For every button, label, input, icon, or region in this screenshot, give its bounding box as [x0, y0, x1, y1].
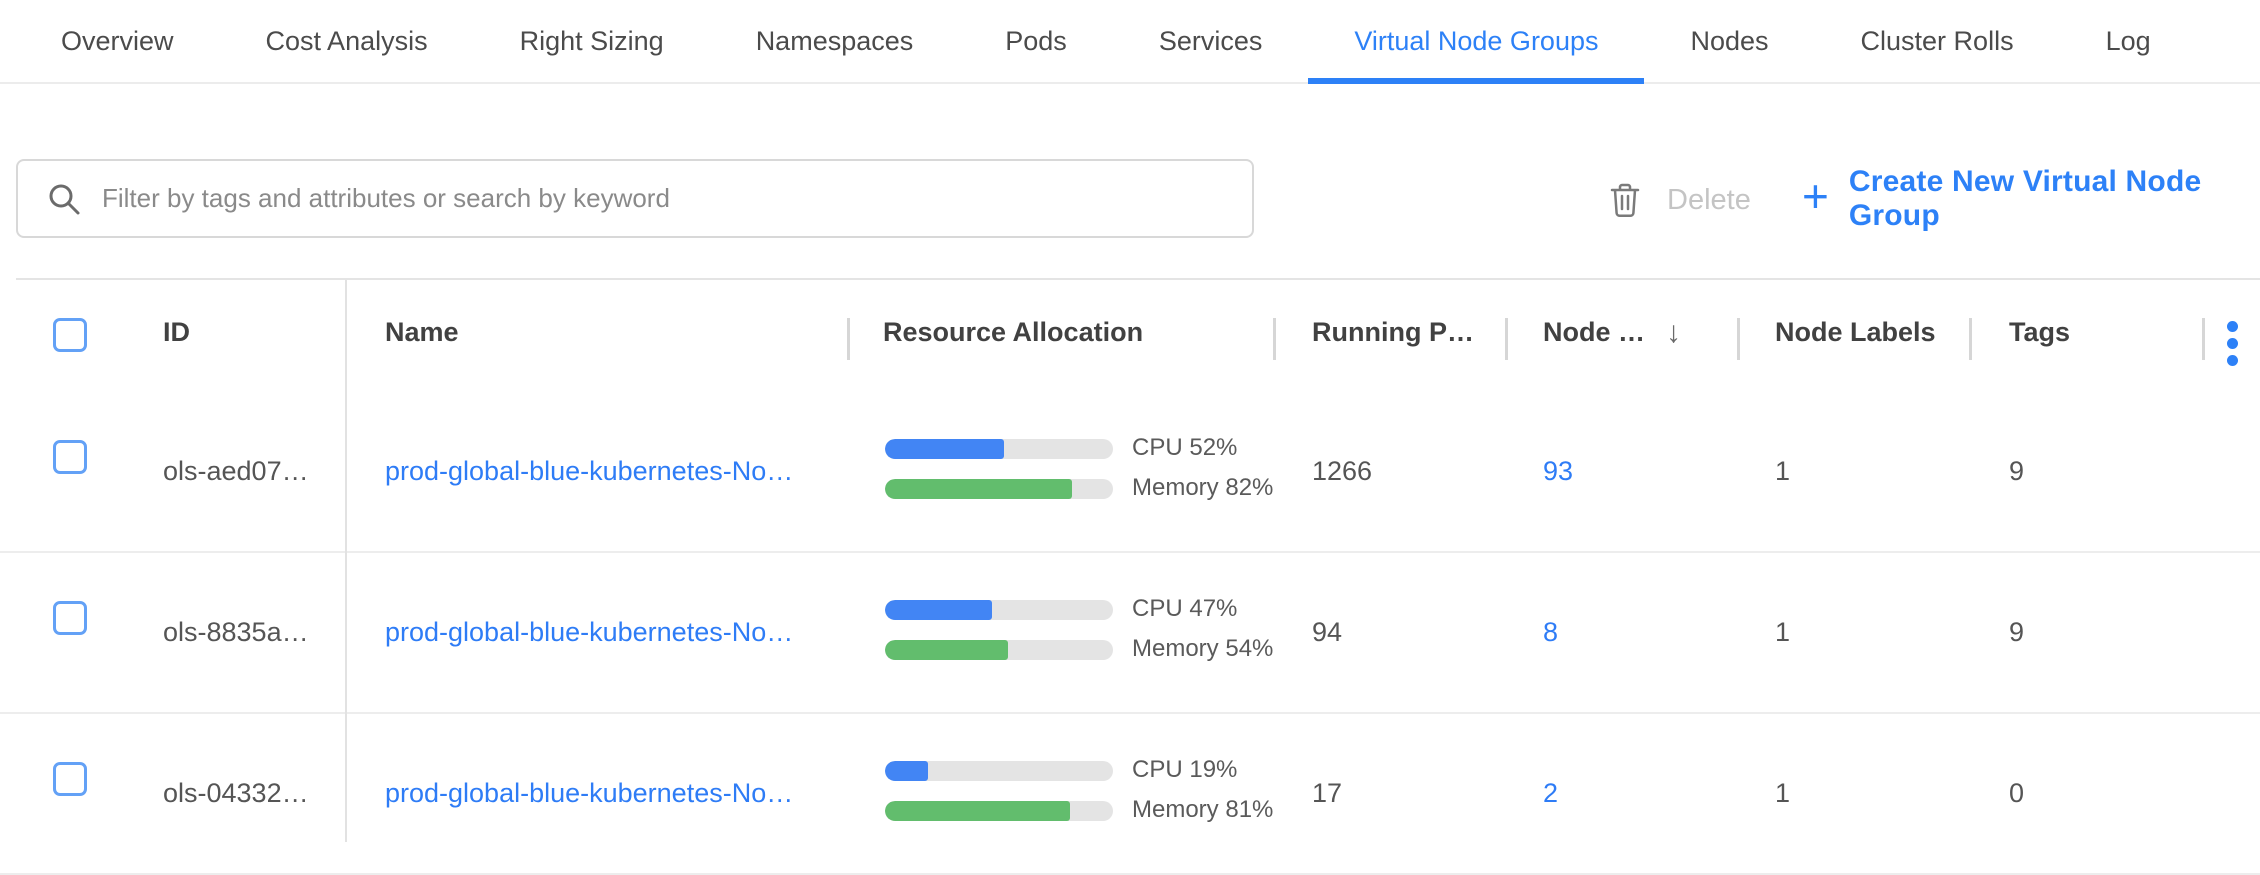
tags-count: 9 [2009, 617, 2025, 647]
tags-count: 9 [2009, 456, 2025, 486]
vng-name-link[interactable]: prod-global-blue-kubernetes-No… [385, 778, 794, 808]
search-icon [49, 184, 80, 214]
column-divider [2202, 318, 2205, 360]
create-button-label: Create New Virtual Node Group [1848, 165, 2202, 232]
table-row: ols-8835a… prod-global-blue-kubernetes-N… [0, 553, 2260, 714]
table-header-row: ID Name Resource Allocation Running P… N… [0, 280, 2260, 392]
row-checkbox[interactable] [53, 440, 87, 474]
row-checkbox[interactable] [53, 762, 87, 796]
plus-icon: + [1802, 170, 1829, 222]
cpu-usage-label: CPU 19% [1132, 756, 1238, 783]
memory-usage-label: Memory 81% [1132, 796, 1274, 823]
memory-usage-bar [885, 801, 1113, 821]
memory-usage-label: Memory 54% [1132, 635, 1274, 662]
running-pods-count: 94 [1312, 617, 1343, 647]
cpu-usage-bar [885, 439, 1113, 459]
tab-right-sizing[interactable]: Right Sizing [519, 25, 664, 56]
column-divider [1737, 318, 1740, 360]
tab-overview[interactable]: Overview [61, 25, 174, 56]
delete-button-label: Delete [1667, 183, 1751, 216]
vng-name-link[interactable]: prod-global-blue-kubernetes-No… [385, 456, 794, 486]
column-header-node-labels[interactable]: Node Labels [1775, 317, 1936, 347]
vng-id: ols-8835a… [163, 617, 309, 647]
tab-log[interactable]: Log [2105, 25, 2151, 56]
tab-cost-analysis[interactable]: Cost Analysis [265, 25, 428, 56]
vng-id: ols-aed07… [163, 456, 309, 486]
column-header-nodes[interactable]: Node … [1543, 317, 1646, 347]
tab-pods[interactable]: Pods [1005, 25, 1067, 56]
tags-count: 0 [2009, 778, 2025, 808]
column-divider [1273, 318, 1276, 360]
column-header-id[interactable]: ID [163, 317, 190, 347]
memory-usage-label: Memory 82% [1132, 474, 1274, 501]
tab-nodes[interactable]: Nodes [1690, 25, 1769, 56]
column-header-name[interactable]: Name [385, 317, 459, 347]
table-top-border [16, 278, 2260, 280]
tab-bar: Overview Cost Analysis Right Sizing Name… [0, 0, 2260, 84]
delete-button[interactable]: Delete [1609, 176, 1751, 224]
sort-descending-icon[interactable]: ↓ [1666, 316, 1681, 349]
column-divider [1505, 318, 1508, 360]
filter-input[interactable] [102, 183, 1228, 214]
row-checkbox[interactable] [53, 601, 87, 635]
node-labels-count: 1 [1775, 617, 1791, 647]
column-header-running-pods[interactable]: Running P… [1312, 317, 1474, 347]
node-labels-count: 1 [1775, 778, 1791, 808]
memory-usage-bar [885, 479, 1113, 499]
column-divider [1969, 318, 1972, 360]
cpu-usage-label: CPU 47% [1132, 595, 1238, 622]
tab-virtual-node-groups[interactable]: Virtual Node Groups [1308, 0, 1645, 84]
nodes-count-link[interactable]: 8 [1543, 617, 1559, 647]
nodes-count-link[interactable]: 2 [1543, 778, 1559, 808]
trash-icon [1610, 183, 1640, 218]
running-pods-count: 17 [1312, 778, 1343, 808]
cpu-usage-bar [885, 761, 1113, 781]
cpu-usage-label: CPU 52% [1132, 434, 1238, 461]
column-header-tags[interactable]: Tags [2009, 317, 2071, 347]
create-new-virtual-node-group-button[interactable]: + Create New Virtual Node Group [1802, 165, 2260, 232]
column-header-resource-allocation[interactable]: Resource Allocation [883, 317, 1144, 347]
table-row: ols-04332… prod-global-blue-kubernetes-N… [0, 714, 2260, 875]
select-all-checkbox[interactable] [53, 318, 87, 352]
vng-id: ols-04332… [163, 778, 309, 808]
column-divider [847, 318, 850, 360]
running-pods-count: 1266 [1312, 456, 1373, 486]
tab-namespaces[interactable]: Namespaces [755, 25, 914, 56]
filter-search-box[interactable] [16, 159, 1254, 238]
vng-name-link[interactable]: prod-global-blue-kubernetes-No… [385, 617, 794, 647]
id-column-divider [345, 280, 347, 842]
table-row: ols-aed07… prod-global-blue-kubernetes-N… [0, 392, 2260, 553]
cpu-usage-bar [885, 600, 1113, 620]
tab-services[interactable]: Services [1158, 25, 1263, 56]
nodes-count-link[interactable]: 93 [1543, 456, 1574, 486]
node-labels-count: 1 [1775, 456, 1791, 486]
memory-usage-bar [885, 640, 1113, 660]
tab-cluster-rolls[interactable]: Cluster Rolls [1860, 25, 2014, 56]
column-settings-kebab-icon[interactable] [2227, 321, 2238, 366]
